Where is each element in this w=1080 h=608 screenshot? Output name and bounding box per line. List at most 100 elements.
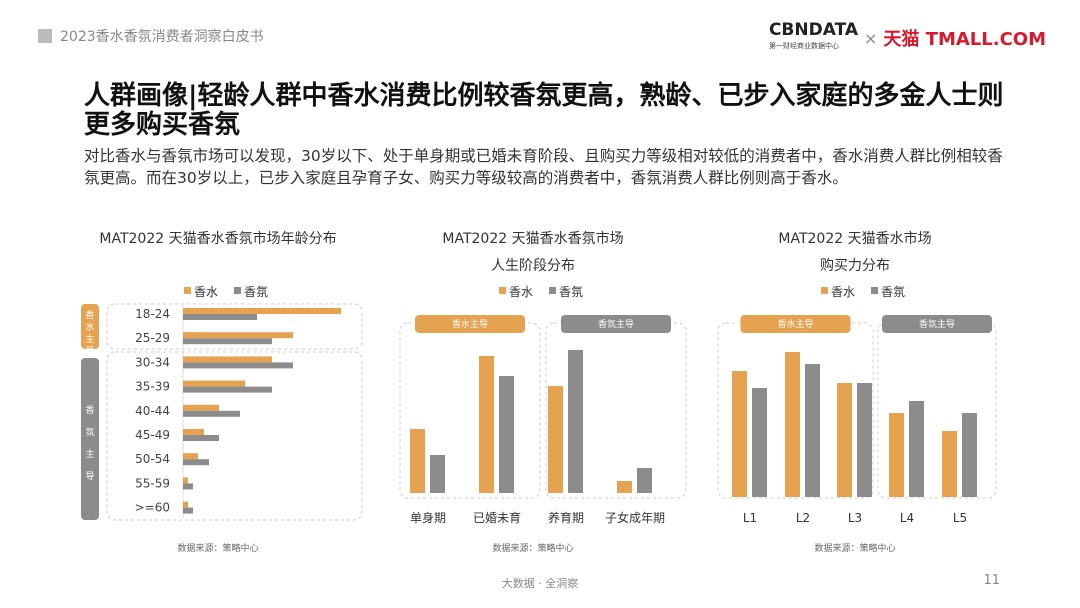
legend-fragrance-swatch: [871, 287, 878, 294]
legend-fragrance-swatch: [549, 287, 556, 294]
chart-subtitle: 购买力分布: [820, 258, 890, 274]
category-label: 40-44: [135, 404, 170, 418]
bar-perfume: [183, 332, 293, 339]
category-label: 30-34: [135, 355, 170, 369]
bar-fragrance: [568, 350, 583, 493]
legend-fragrance-swatch: [234, 287, 241, 294]
cbndata-sub: 第一财经商业数据中心: [768, 42, 839, 50]
legend-perfume-swatch: [184, 287, 191, 294]
group-tag-label: 香水主导: [452, 318, 488, 330]
group-tag: [561, 315, 671, 333]
data-source: 数据来源：策略中心: [177, 542, 258, 554]
page-title: 人群画像|轻龄人群中香水消费比例较香氛更高，熟龄、已步入家庭的多金人士则更多购买…: [84, 81, 1004, 140]
bar-perfume: [183, 477, 188, 484]
bar-fragrance: [183, 386, 272, 393]
tmall-logo: 天猫 TMALL.COM: [883, 29, 1046, 50]
bar-fragrance: [857, 383, 872, 497]
category-label: 55-59: [135, 476, 170, 490]
bar-perfume: [410, 429, 425, 493]
bar-perfume: [183, 501, 188, 508]
group-tag-label: 水: [85, 321, 94, 333]
page-description: 对比香水与香氛市场可以发现，30岁以下、处于单身期或已婚未育阶段、且购买力等级相…: [84, 147, 1003, 187]
legend-perfume: 香水: [194, 285, 218, 299]
chart-subtitle: 人生阶段分布: [491, 258, 575, 274]
group-tag: [415, 315, 525, 333]
group-tag-label: 氛: [85, 426, 94, 438]
logos: CBNDATA 第一财经商业数据中心 × 天猫 TMALL.COM: [769, 22, 1046, 54]
bar-fragrance: [183, 314, 257, 320]
cbndata-logo: CBNDATA 第一财经商业数据中心: [769, 22, 858, 54]
data-source: 数据来源：策略中心: [814, 542, 895, 554]
chart-title: MAT2022 天猫香水香氛市场: [442, 230, 623, 247]
header-square-icon: [38, 29, 52, 43]
group-tag-label: 香氛主导: [598, 318, 634, 330]
bar-perfume: [889, 413, 904, 497]
group-tag: [81, 358, 99, 520]
bar-perfume: [183, 308, 341, 314]
legend-fragrance: 香氛: [244, 285, 268, 299]
bar-fragrance: [183, 459, 209, 466]
category-label: L2: [796, 511, 810, 525]
category-label: 单身期: [410, 510, 446, 525]
group-tag-label: 主: [85, 333, 94, 345]
category-label: 子女成年期: [605, 510, 665, 525]
legend-fragrance: 香氛: [881, 285, 905, 299]
group-tag-label: 香: [85, 310, 94, 321]
legend-fragrance: 香氛: [559, 285, 583, 299]
category-label: 18-24: [135, 307, 170, 321]
group-tag-label: 导: [85, 471, 94, 482]
bar-perfume: [617, 481, 632, 493]
bar-perfume: [183, 429, 204, 435]
report-title: 2023香水香氛消费者洞察白皮书: [60, 29, 264, 45]
group-tag: [882, 315, 992, 333]
bar-fragrance: [805, 364, 820, 497]
page-number: 11: [983, 573, 1000, 588]
bar-perfume: [837, 383, 852, 497]
group-tag: [740, 315, 851, 333]
category-label: 25-29: [135, 331, 170, 345]
bar-fragrance: [183, 338, 272, 345]
bar-fragrance: [183, 435, 219, 441]
group-tag-label: 主: [85, 448, 94, 460]
legend-perfume-swatch: [821, 287, 828, 294]
cbndata-text: CBNDATA: [768, 20, 858, 40]
category-label: 养育期: [548, 510, 584, 525]
data-source: 数据来源：策略中心: [492, 542, 573, 554]
bar-perfume: [183, 356, 272, 363]
bar-fragrance: [183, 483, 193, 490]
category-label: L1: [743, 511, 757, 525]
chart-title: MAT2022 天猫香水香氛市场年龄分布: [99, 230, 336, 247]
category-label: 50-54: [135, 452, 170, 466]
bar-fragrance: [430, 455, 445, 493]
legend-perfume-swatch: [499, 287, 506, 294]
group-tag: [81, 304, 99, 349]
bar-perfume: [183, 453, 198, 460]
bar-fragrance: [183, 410, 240, 417]
group-tag-label: 香氛主导: [919, 318, 955, 330]
bar-perfume: [942, 431, 957, 497]
chart-title: MAT2022 天猫香水市场: [778, 230, 931, 247]
legend-perfume: 香水: [831, 285, 855, 299]
report-header: 2023香水香氛消费者洞察白皮书: [38, 26, 264, 46]
bar-fragrance: [183, 507, 193, 514]
group-box: [106, 351, 363, 521]
category-label: L5: [953, 511, 967, 525]
bar-fragrance: [183, 362, 293, 369]
footer-text: 大数据 · 全洞察: [501, 577, 579, 590]
group-box: [717, 322, 874, 499]
group-tag-label: 香: [85, 405, 94, 416]
bar-fragrance: [637, 468, 652, 493]
category-label: L4: [900, 511, 914, 525]
bar-perfume: [183, 404, 219, 411]
bar-fragrance: [962, 413, 977, 497]
category-label: 45-49: [135, 428, 170, 442]
bar-perfume: [183, 380, 245, 387]
bar-fragrance: [499, 376, 514, 493]
logo-times: ×: [864, 28, 878, 48]
category-label: 已婚未育: [473, 510, 521, 525]
bar-fragrance: [752, 388, 767, 497]
group-tag-label: 导: [85, 346, 94, 357]
category-label: >=60: [135, 501, 170, 515]
group-box: [545, 322, 687, 499]
